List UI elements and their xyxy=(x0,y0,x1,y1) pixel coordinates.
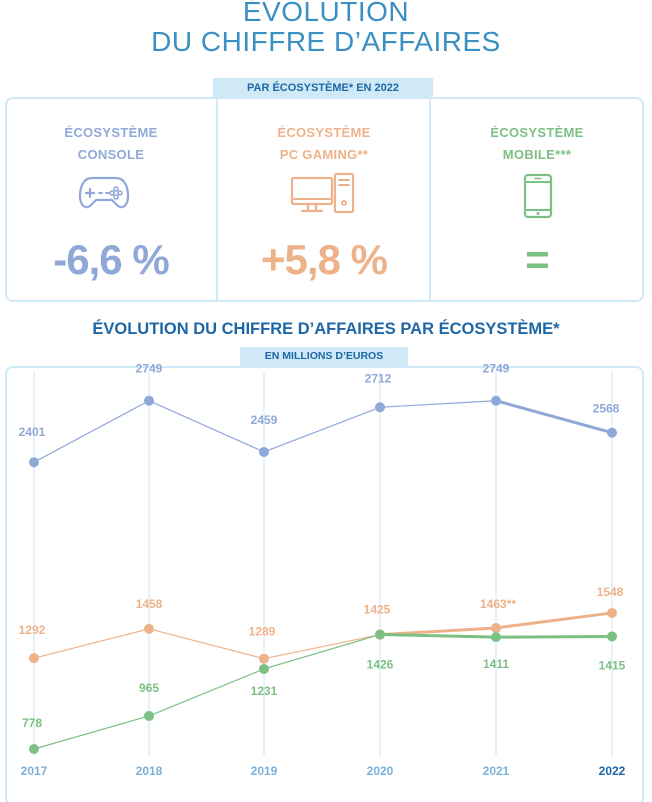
console-value-label-2021: 2749 xyxy=(483,362,510,376)
pc-line-segment xyxy=(263,634,381,660)
mobile-point-2017 xyxy=(29,744,39,754)
pc-value-label-2018: 1458 xyxy=(136,597,163,611)
mobile-value: = xyxy=(525,236,550,283)
console-line-segment xyxy=(494,399,614,435)
console-point-2020 xyxy=(375,402,385,413)
console-line-segment xyxy=(379,400,497,408)
mobile-line-segment xyxy=(33,715,150,750)
console-point-2018 xyxy=(144,395,154,406)
console-value-label-2018: 2749 xyxy=(136,362,163,376)
console-line-segment xyxy=(33,400,150,463)
pc-line-segment xyxy=(148,628,265,660)
pc-point-2017 xyxy=(29,653,39,664)
mobile-line-segment xyxy=(148,668,265,717)
x-tick-label-2019: 2019 xyxy=(251,764,278,778)
pc-value-label-2020: 1425 xyxy=(364,603,391,617)
mobile-point-2022 xyxy=(607,631,617,642)
gamepad-icon xyxy=(78,176,130,209)
mobile-title-line2: MOBILE*** xyxy=(502,147,572,162)
console-point-2021 xyxy=(491,395,501,406)
pc-point-2022 xyxy=(607,607,617,618)
console-line-segment xyxy=(263,406,381,453)
pc-point-2018 xyxy=(144,623,154,634)
mobile-point-2018 xyxy=(144,710,154,721)
summary-divider xyxy=(216,99,218,300)
pc-value-label-2021: 1463** xyxy=(480,597,516,611)
smartphone-icon xyxy=(523,173,553,219)
pc-value-label-2017: 1292 xyxy=(19,623,46,637)
pc-point-2019 xyxy=(259,653,269,664)
mobile-point-2020 xyxy=(375,629,385,640)
console-value-label-2022: 2568 xyxy=(593,402,620,416)
x-tick-label-2022: 2022 xyxy=(599,764,626,778)
mobile-value-label-2019: 1231 xyxy=(251,684,278,698)
x-tick-label-2018: 2018 xyxy=(136,764,163,778)
console-title-line1: ÉCOSYSTÈME xyxy=(64,125,158,140)
pc-title: ÉCOSYSTÈME PC GAMING** xyxy=(218,122,430,166)
mobile-title-line1: ÉCOSYSTÈME xyxy=(490,125,584,140)
console-point-2019 xyxy=(259,446,269,457)
mobile-value-label-2022: 1415 xyxy=(599,658,626,672)
pc-line-segment xyxy=(33,628,150,659)
mobile-point-2019 xyxy=(259,663,269,674)
pc-title-line2: PC GAMING** xyxy=(279,147,369,162)
console-title: ÉCOSYSTÈME CONSOLE xyxy=(5,122,217,166)
console-line-segment xyxy=(148,400,265,453)
console-value-label-2017: 2401 xyxy=(19,425,46,439)
mobile-value-label-2017: 778 xyxy=(22,716,42,730)
chart-title: ÉVOLUTION DU CHIFFRE D’AFFAIRES PAR ÉCOS… xyxy=(92,320,560,338)
pc-title-line1: ÉCOSYSTÈME xyxy=(277,125,371,140)
mobile-line-segment xyxy=(494,634,614,639)
mobile-value-label-2021: 1411 xyxy=(483,657,509,671)
mobile-point-2021 xyxy=(491,632,501,643)
mobile-title: ÉCOSYSTÈME MOBILE*** xyxy=(431,122,643,166)
pc-point-2021 xyxy=(491,622,501,633)
console-point-2017 xyxy=(29,457,39,468)
mobile-line-segment xyxy=(378,632,498,639)
console-point-2022 xyxy=(607,427,617,438)
x-tick-label-2021: 2021 xyxy=(483,764,510,778)
summary-panel xyxy=(5,97,644,302)
mobile-line-segment xyxy=(263,633,381,670)
pc-line-segment xyxy=(494,611,614,630)
desktop-pc-icon xyxy=(290,172,355,214)
page-title-line1: ÉVOLUTION xyxy=(242,0,410,27)
pc-value-label-2022: 1548 xyxy=(597,585,624,599)
pc-value: +5,8 % xyxy=(261,236,388,283)
pc-value-label-2019: 1289 xyxy=(249,625,276,639)
summary-ribbon: PAR ÉCOSYSTÈME* EN 2022 xyxy=(213,78,433,98)
chart-frame xyxy=(5,366,644,802)
page-title-line2: DU CHIFFRE D’AFFAIRES xyxy=(151,26,501,57)
console-title-line2: CONSOLE xyxy=(77,147,145,162)
mobile-value-label-2018: 965 xyxy=(139,681,159,695)
x-tick-label-2020: 2020 xyxy=(367,764,394,778)
summary-divider xyxy=(429,99,431,300)
mobile-value-label-2020: 1426 xyxy=(367,657,394,671)
console-value: -6,6 % xyxy=(53,236,169,283)
chart-unit-ribbon: EN MILLIONS D’EUROS xyxy=(240,347,408,366)
console-value-label-2020: 2712 xyxy=(365,371,392,385)
console-value-label-2019: 2459 xyxy=(251,413,278,427)
x-tick-label-2017: 2017 xyxy=(21,764,48,778)
